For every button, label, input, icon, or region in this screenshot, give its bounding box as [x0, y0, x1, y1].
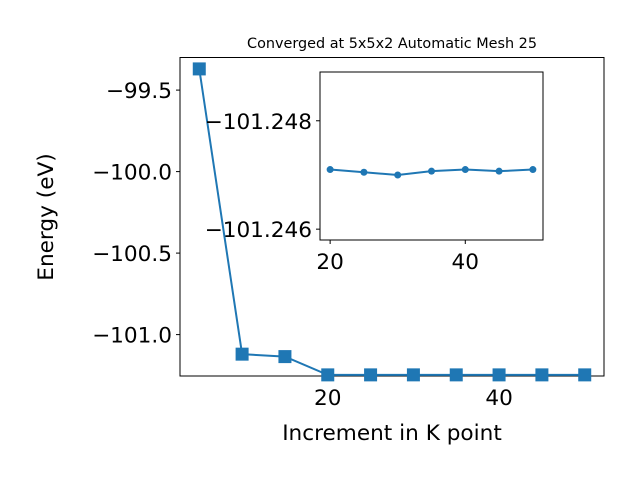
inset-y-tick-label: −101.246 [205, 218, 312, 243]
inset-data-point [428, 167, 435, 175]
inset-series [326, 166, 537, 179]
main-y-tick-label: −100.0 [92, 161, 172, 186]
main-series-line [198, 68, 585, 376]
inset-data-point [394, 171, 402, 179]
main-plot-frame [179, 57, 605, 377]
inset-ticks: 20 40 −101.248 −101.246 [205, 110, 479, 275]
inset-plot-frame [319, 71, 544, 241]
main-data-point [406, 368, 420, 382]
inset-data-point [529, 166, 537, 174]
main-data-point [492, 368, 506, 382]
main-series [192, 62, 592, 382]
main-data-point [449, 368, 463, 382]
inset-data-point [461, 166, 469, 174]
main-y-tick-label: −101.0 [92, 324, 172, 349]
inset-y-tick-label: −101.248 [205, 110, 312, 135]
main-x-tick-label: 20 [314, 386, 341, 411]
inset-data-point [495, 167, 503, 175]
main-x-tick-label: 40 [485, 386, 512, 411]
main-axes: Converged at 5x5x2 Automatic Mesh 25 20 4… [34, 36, 605, 446]
chart-title: Converged at 5x5x2 Automatic Mesh 25 [247, 36, 537, 52]
inset-x-tick-label: 20 [316, 250, 343, 275]
x-axis-label: Increment in K point [282, 421, 502, 446]
inset-axes: 20 40 −101.248 −101.246 [205, 71, 544, 275]
y-axis-label: Energy (eV) [34, 153, 59, 280]
main-ticks: 20 40 −99.5 −100.0 −100.5 −101.0 [92, 79, 513, 411]
main-data-point [535, 368, 549, 382]
inset-background [320, 72, 543, 240]
main-data-point [278, 350, 292, 364]
inset-x-tick-label: 40 [452, 250, 479, 275]
inset-data-point [326, 166, 334, 174]
main-data-point [192, 62, 206, 76]
main-data-point [578, 368, 592, 382]
main-y-tick-label: −100.5 [92, 242, 172, 267]
main-y-tick-label: −99.5 [106, 79, 172, 104]
main-data-point [321, 368, 335, 382]
main-data-point [235, 347, 249, 361]
inset-data-point [360, 168, 368, 176]
main-data-point [364, 368, 378, 382]
